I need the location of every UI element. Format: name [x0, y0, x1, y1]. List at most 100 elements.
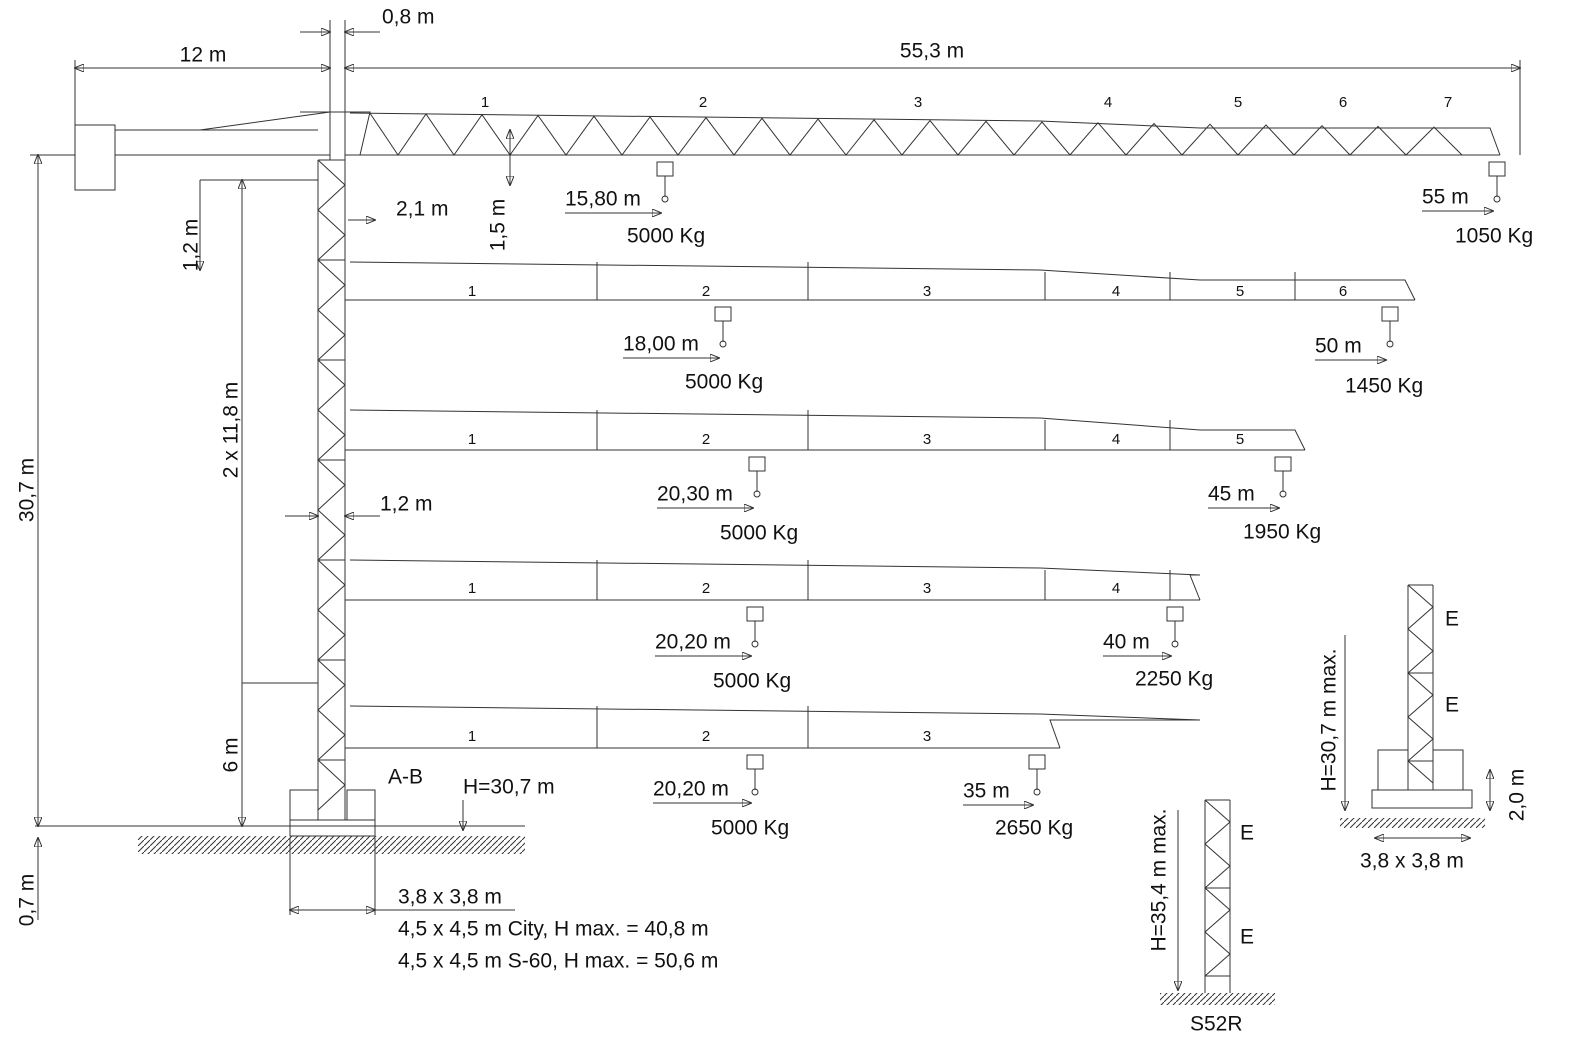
label: 2 — [702, 580, 710, 597]
label: 40 m — [1103, 631, 1150, 654]
label: 3 — [923, 580, 931, 597]
label: E — [1445, 608, 1459, 631]
hook — [751, 788, 759, 796]
label: 3,8 x 3,8 m — [398, 886, 502, 909]
hook — [1493, 195, 1501, 203]
label: E — [1445, 694, 1459, 717]
lattice — [369, 112, 1463, 156]
label: 4 — [1112, 431, 1120, 448]
hook — [1274, 456, 1292, 472]
label: 2 — [702, 728, 710, 745]
hook — [1386, 340, 1394, 348]
label: 20,20 m — [655, 631, 731, 654]
label: 5000 Kg — [720, 522, 798, 545]
hook — [714, 306, 732, 322]
hook — [751, 640, 759, 648]
label: 55 m — [1422, 186, 1469, 209]
label: E — [1240, 822, 1254, 845]
label: 2 x 11,8 m — [220, 382, 243, 479]
label: 6 m — [220, 737, 243, 772]
label: 3 — [923, 728, 931, 745]
label: 5000 Kg — [713, 670, 791, 693]
label: 6 — [1339, 283, 1347, 300]
label: 20,20 m — [653, 778, 729, 801]
label: 12 m — [180, 44, 227, 67]
lattice — [317, 159, 346, 811]
label: 1,5 m — [487, 199, 510, 252]
label: 2650 Kg — [995, 817, 1073, 840]
label: 4 — [1104, 94, 1112, 111]
static-geometry — [35, 111, 1485, 1005]
label: 1 — [468, 728, 476, 745]
label: 20,30 m — [657, 483, 733, 506]
label: 5 — [1234, 94, 1242, 111]
label: 1450 Kg — [1345, 375, 1423, 398]
dynamic-layer: 1 2 3 4 5 6 7 15,80 m 5000 Kg 55 m 1050 Kg 1 2 3 4 5 6 18… — [16, 6, 1534, 1036]
label: 3 — [923, 283, 931, 300]
hook — [656, 161, 674, 177]
label: 0,8 m — [382, 6, 435, 29]
label: 1 — [481, 94, 489, 111]
hook — [1166, 606, 1184, 622]
top-chord — [349, 559, 1201, 601]
lattice — [1407, 584, 1434, 784]
hook — [1488, 161, 1506, 177]
top-chord — [349, 261, 1416, 301]
label: E — [1240, 926, 1254, 949]
label: 3,8 x 3,8 m — [1360, 850, 1464, 873]
hook — [746, 606, 764, 622]
label: 18,00 m — [623, 333, 699, 356]
label: H=30,7 m — [463, 776, 555, 799]
label: 30,7 m — [16, 458, 39, 522]
label: 5000 Kg — [627, 225, 705, 248]
top-chord — [349, 409, 1306, 451]
label: 2 — [702, 431, 710, 448]
label: 1,2 m — [380, 493, 433, 516]
hook — [1033, 788, 1041, 796]
top-chord — [349, 112, 1501, 156]
hook — [719, 340, 727, 348]
label: 55,3 m — [900, 40, 964, 63]
label: 1950 Kg — [1243, 521, 1321, 544]
label: 1 — [468, 283, 476, 300]
label: S52R — [1190, 1013, 1243, 1036]
hook — [661, 195, 669, 203]
label: 4 — [1112, 580, 1120, 597]
label: 3 — [914, 94, 922, 111]
label: 5 — [1236, 431, 1244, 448]
hook — [1279, 490, 1287, 498]
label: 35 m — [963, 780, 1010, 803]
label: 4 — [1112, 283, 1120, 300]
hook — [753, 490, 761, 498]
label: 1 — [468, 431, 476, 448]
label: 2 — [699, 94, 707, 111]
label: A-B — [388, 766, 423, 789]
label: 5000 Kg — [711, 817, 789, 840]
hook — [1028, 754, 1046, 770]
label: 2,0 m — [1506, 769, 1529, 822]
label: 2,1 m — [396, 198, 449, 221]
label: 5 — [1236, 283, 1244, 300]
label: 6 — [1339, 94, 1347, 111]
hook — [1171, 640, 1179, 648]
label: 2 — [702, 283, 710, 300]
label: 1,2 m — [180, 219, 203, 272]
label: 1 — [468, 580, 476, 597]
hook — [746, 754, 764, 770]
label: 1050 Kg — [1455, 225, 1533, 248]
hook — [1381, 306, 1399, 322]
label: H=30,7 m max. — [1318, 649, 1341, 792]
label: 2250 Kg — [1135, 668, 1213, 691]
label: 5000 Kg — [685, 371, 763, 394]
label: 15,80 m — [565, 188, 641, 211]
label: H=35,4 m max. — [1148, 809, 1171, 952]
label: 45 m — [1208, 483, 1255, 506]
label: 4,5 x 4,5 m City, H max. = 40,8 m — [398, 918, 709, 941]
label: 4,5 x 4,5 m S-60, H max. = 50,6 m — [398, 950, 718, 973]
label: 7 — [1444, 94, 1452, 111]
hook — [748, 456, 766, 472]
label: 3 — [923, 431, 931, 448]
label: 0,7 m — [16, 874, 39, 927]
top-chord — [349, 705, 1201, 749]
